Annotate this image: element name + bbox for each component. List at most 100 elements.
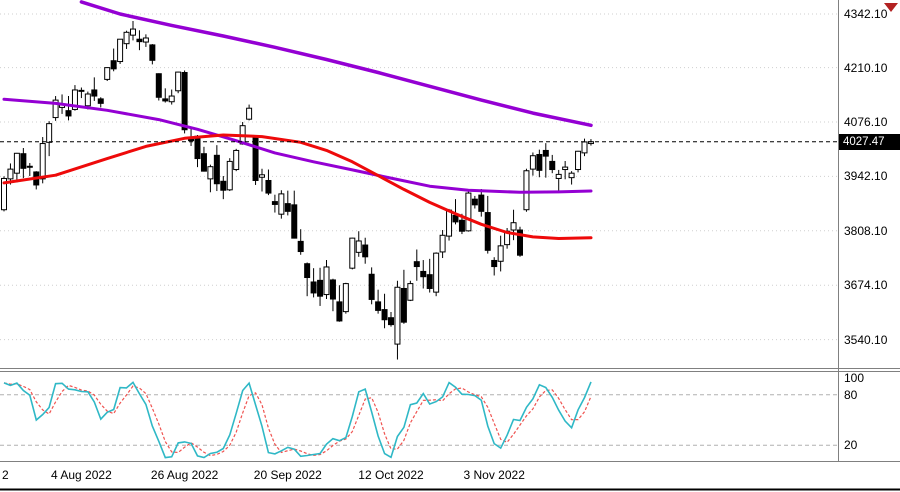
candle-body xyxy=(78,89,85,92)
price-axis-label: 4342.10 xyxy=(844,7,888,21)
stoch-axis-label: 100 xyxy=(844,371,865,385)
price-axis-label: 3808.10 xyxy=(844,223,888,238)
candle-body xyxy=(20,153,27,169)
candle-body xyxy=(510,222,517,231)
candle-body xyxy=(97,98,104,104)
candle-body xyxy=(536,154,543,171)
candle-body xyxy=(220,180,227,191)
candle-body xyxy=(439,234,446,253)
candle-body xyxy=(226,160,233,191)
candle-body xyxy=(400,287,407,323)
current-price-tag: 4027.47 xyxy=(839,133,900,150)
candle-body xyxy=(71,89,78,110)
candle-body xyxy=(581,141,588,154)
candle-body xyxy=(471,198,478,206)
ma-fast-red xyxy=(2,133,593,240)
time-axis-label: 4 Aug 2022 xyxy=(51,468,112,482)
candle-body xyxy=(368,273,375,300)
candle-body xyxy=(149,44,156,61)
candle-body xyxy=(39,143,46,180)
candle-body xyxy=(388,317,394,326)
candle-body xyxy=(284,203,291,212)
time-axis-label: 12 Oct 2022 xyxy=(358,468,424,482)
candle-body xyxy=(123,31,130,45)
price-axis-label: 4210.10 xyxy=(844,60,888,75)
candle-body xyxy=(26,165,33,168)
ma-slow-purple xyxy=(79,0,593,128)
candle-body xyxy=(407,283,414,301)
candle-body xyxy=(420,270,427,278)
stoch-axis-label: 80 xyxy=(844,387,858,402)
ma-mid-purple xyxy=(2,97,593,194)
candle-body xyxy=(1,177,7,211)
candle-body xyxy=(375,301,382,311)
candle-body xyxy=(181,72,188,131)
candle-body xyxy=(336,301,343,322)
candle-body xyxy=(349,237,356,269)
candle-body xyxy=(136,38,143,43)
candle-body xyxy=(517,229,523,256)
price-axis-label: 4076.10 xyxy=(844,114,888,129)
candle-body xyxy=(491,259,498,268)
candle-body xyxy=(246,107,253,120)
candle-body xyxy=(207,166,214,180)
candle-body xyxy=(117,38,124,63)
price-axis-label: 3942.10 xyxy=(844,169,888,184)
candle-body xyxy=(317,279,324,297)
candle-body xyxy=(394,286,401,345)
stochastic-signal-line xyxy=(3,382,592,457)
candle-body xyxy=(155,73,162,98)
candle-body xyxy=(355,240,362,253)
candle-body xyxy=(259,174,265,178)
candle-body xyxy=(542,149,549,157)
candle-body xyxy=(271,201,278,205)
time-axis-label: 20 Sep 2022 xyxy=(253,468,322,482)
candle-body xyxy=(278,193,285,215)
candle-body xyxy=(175,71,182,92)
candle-body xyxy=(433,252,440,293)
time-axis-label: 26 Aug 2022 xyxy=(150,468,219,482)
candle-body xyxy=(413,261,420,268)
candle-body xyxy=(65,110,72,117)
candle-body xyxy=(342,283,349,313)
shift-marker-icon xyxy=(884,3,898,12)
candle-body xyxy=(562,166,569,171)
candle-body xyxy=(426,274,433,289)
candle-body xyxy=(297,240,304,253)
time-axis-label: 3 Nov 2022 xyxy=(463,468,525,482)
candle-body xyxy=(84,93,91,107)
candle-body xyxy=(529,155,536,170)
candle-body xyxy=(478,194,485,212)
candle-body xyxy=(91,89,98,97)
candle-body xyxy=(549,160,556,171)
time-axis-label: 2 xyxy=(2,468,9,482)
candle-body xyxy=(194,135,201,160)
candle-body xyxy=(465,192,472,232)
candle-body xyxy=(446,209,453,237)
candle-body xyxy=(555,173,562,179)
candle-body xyxy=(381,309,388,321)
candle-body xyxy=(523,170,530,211)
candle-body xyxy=(362,244,369,258)
candle-body xyxy=(291,204,298,239)
candle-body xyxy=(575,150,582,171)
candle-body xyxy=(213,154,220,185)
candle-body xyxy=(484,212,491,251)
candle-body xyxy=(329,279,336,300)
stochastic-main-line xyxy=(3,381,592,459)
stoch-axis-label: 20 xyxy=(844,438,858,453)
candle-body xyxy=(323,266,330,296)
candle-body xyxy=(458,219,465,232)
candle-body xyxy=(568,172,575,179)
candle-body xyxy=(104,67,111,80)
candle-body xyxy=(233,149,240,171)
price-axis-label: 3540.10 xyxy=(844,332,888,347)
candle-body xyxy=(168,95,175,103)
candle-body xyxy=(252,137,259,181)
candle-body xyxy=(52,99,59,119)
candle-body xyxy=(13,152,20,174)
candle-body xyxy=(130,28,136,36)
candle-body xyxy=(304,263,311,279)
